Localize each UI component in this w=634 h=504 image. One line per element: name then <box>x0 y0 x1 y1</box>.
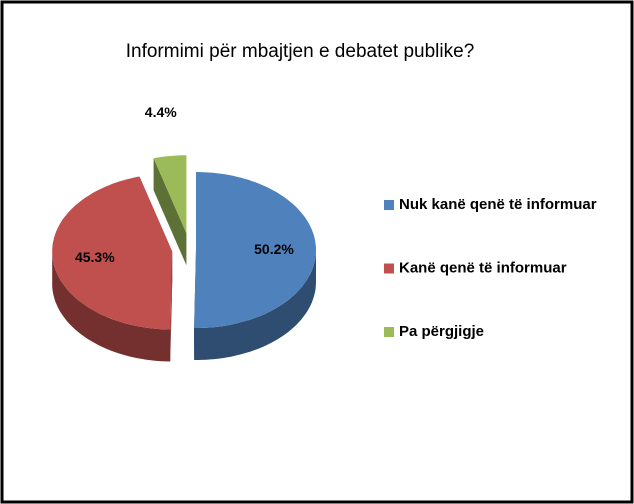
legend-label: Kanë qenë të informuar <box>399 259 567 276</box>
slice-side <box>194 250 316 360</box>
slice <box>153 155 187 234</box>
data-label: 4.4% <box>145 104 177 120</box>
data-label: 45.3% <box>75 249 115 265</box>
chart-title: Informimi për mbajtjen e debatet publike… <box>126 41 475 62</box>
legend-label: Pa përgjigje <box>399 323 484 340</box>
slice-side <box>52 251 171 362</box>
slice-cut-face <box>153 158 187 266</box>
data-label: 50.2% <box>254 241 294 257</box>
legend-swatch <box>384 327 394 337</box>
legend-swatch <box>384 200 394 210</box>
legend-label: Nuk kanë qenë të informuar <box>399 196 597 213</box>
legend-swatch <box>384 263 394 274</box>
slice <box>194 172 316 328</box>
slice <box>52 176 173 330</box>
